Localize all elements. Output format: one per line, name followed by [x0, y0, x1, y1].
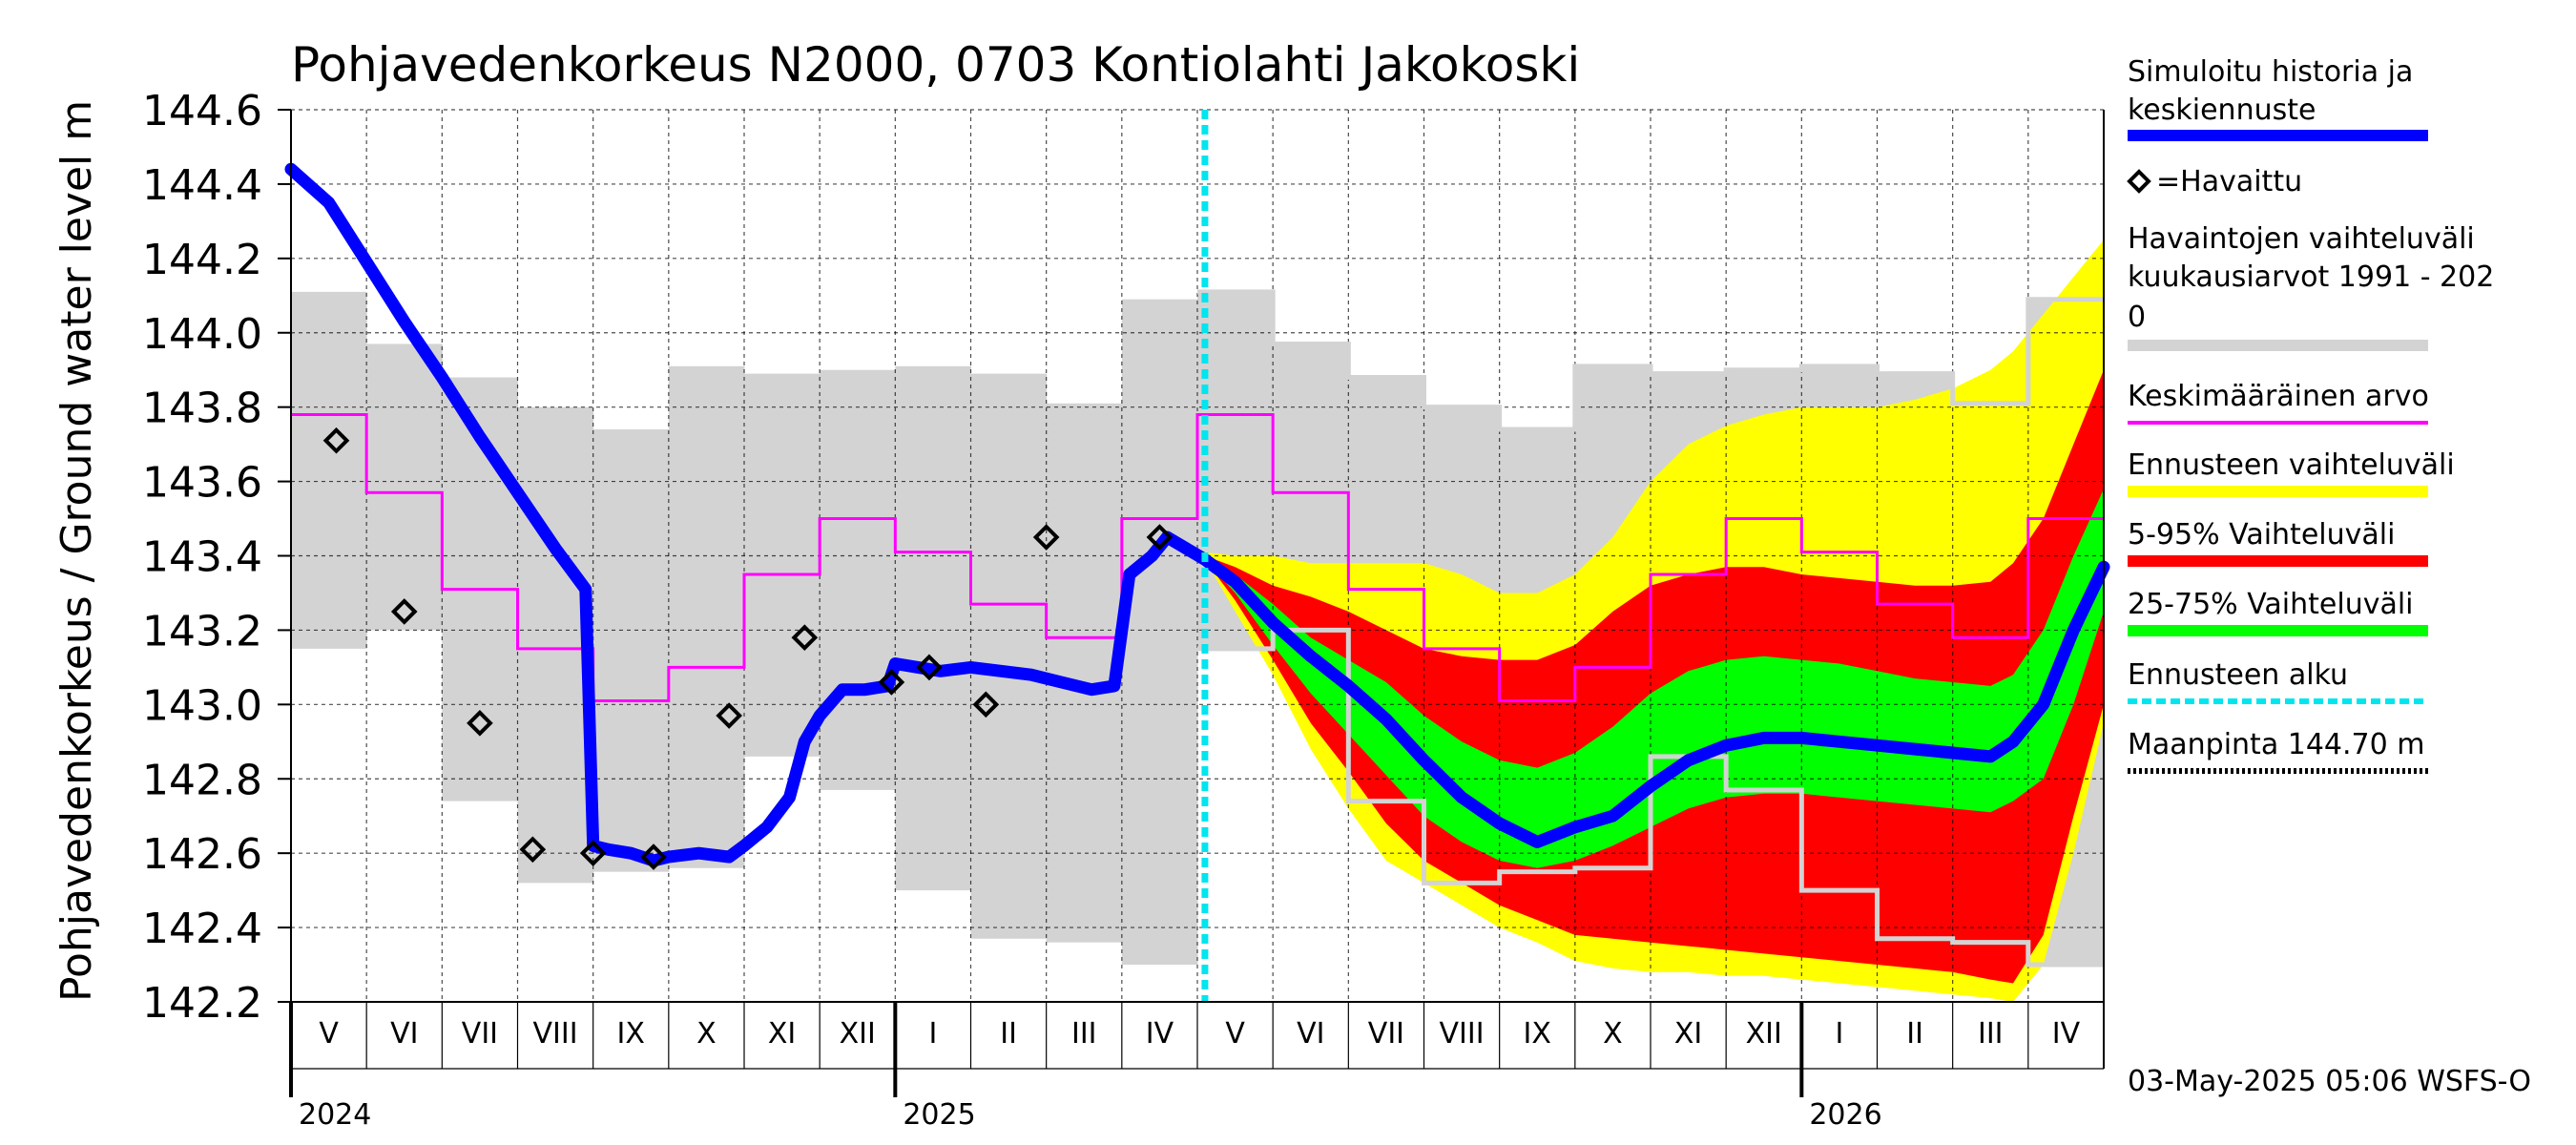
y-tick-label-7: 143.6	[142, 459, 262, 508]
month-label-20: I	[1835, 1017, 1843, 1051]
observed-point-12	[1146, 524, 1174, 551]
observed-point-7	[791, 624, 819, 652]
observed-point-4	[579, 840, 607, 866]
observed-point-11	[1032, 524, 1060, 551]
y-tick-label-10: 144.2	[142, 236, 262, 284]
year-label-1: 2025	[903, 1098, 975, 1132]
range-bar-5	[668, 365, 745, 868]
month-label-1: VI	[390, 1017, 418, 1051]
y-axis-label: Pohjavedenkorkeus / Ground water level m	[52, 100, 101, 1002]
month-label-8: I	[928, 1017, 937, 1051]
forecast-max-outline	[1197, 289, 2104, 432]
legend-label-2-0: Havaintojen vaihteluväli	[2128, 222, 2475, 256]
y-tick-label-8: 143.8	[142, 385, 262, 433]
range-bar-7	[820, 369, 896, 790]
legend-label-7-0: Ennusteen alku	[2128, 658, 2348, 692]
legend-label-6-0: 25-75% Vaihteluväli	[2128, 588, 2414, 621]
legend-label-1-0: =Havaittu	[2156, 165, 2302, 198]
range-bar-9	[970, 373, 1048, 939]
footer-timestamp: 03-May-2025 05:06 WSFS-O	[2128, 1065, 2531, 1098]
observed-point-8	[878, 669, 905, 696]
simulated-history-line	[284, 162, 1174, 867]
month-label-19: XII	[1746, 1017, 1782, 1051]
chart-title: Pohjavedenkorkeus N2000, 0703 Kontiolaht…	[291, 37, 1580, 93]
year-label-2: 2026	[1809, 1098, 1881, 1132]
y-tick-label-4: 143.0	[142, 681, 262, 730]
legend-label-3-0: Keskimääräinen arvo	[2128, 380, 2429, 413]
range-bar-3	[517, 406, 594, 884]
observed-point-1	[390, 598, 418, 625]
month-label-21: II	[1906, 1017, 1923, 1051]
month-label-13: VI	[1297, 1017, 1324, 1051]
month-label-23: IV	[2052, 1017, 2081, 1051]
y-tick-labels: 142.2 142.4 142.6 142.8 143.0 143.2 143.4 143.6…	[142, 87, 291, 1028]
observed-point-3	[519, 836, 547, 864]
legend-label-2-2: 0	[2128, 301, 2146, 334]
month-label-3: VIII	[533, 1017, 578, 1051]
month-label-10: III	[1071, 1017, 1097, 1051]
y-tick-label-12: 144.6	[142, 87, 262, 135]
legend-label-5-0: 5-95% Vaihteluväli	[2128, 518, 2395, 552]
year-label-0: 2024	[299, 1098, 371, 1132]
range-bar-6	[744, 373, 821, 757]
month-label-14: VII	[1368, 1017, 1404, 1051]
observed-point-10	[972, 691, 1000, 718]
legend-label-8-0: Maanpinta 144.70 m	[2128, 728, 2424, 761]
observed-point-9	[916, 654, 943, 681]
month-labels: V VI VII VIII IX X XI XII I II III IV V VI VII VIII IX X X…	[289, 1002, 2081, 1132]
month-label-6: XI	[768, 1017, 796, 1051]
legend-label-4-0: Ennusteen vaihteluväli	[2128, 448, 2455, 482]
legend-label-2-1: kuukausiarvot 1991 - 202	[2128, 260, 2494, 294]
month-label-7: XII	[840, 1017, 876, 1051]
month-label-11: IV	[1146, 1017, 1174, 1051]
observed-point-0	[322, 427, 350, 454]
range-bar-1	[366, 344, 443, 631]
observed-point-2	[467, 709, 493, 737]
month-label-4: IX	[617, 1017, 645, 1051]
y-tick-label-3: 142.8	[142, 756, 262, 804]
month-label-12: V	[1225, 1017, 1245, 1051]
month-label-9: II	[1000, 1017, 1017, 1051]
forecast-5-95-band	[1167, 369, 2104, 984]
legend: Simuloitu historia ja keskiennuste =Havait…	[2127, 55, 2494, 774]
legend-label-0-1: keskiennuste	[2128, 94, 2316, 127]
legend-swatch-1	[2127, 169, 2151, 194]
month-label-5: X	[696, 1017, 717, 1051]
forecast-25-75-band	[1167, 489, 2104, 868]
y-tick-label-6: 143.4	[142, 533, 262, 582]
observed-points	[322, 427, 1174, 870]
month-label-15: VIII	[1440, 1017, 1485, 1051]
range-bar-10	[1046, 403, 1123, 943]
month-label-22: III	[1978, 1017, 2004, 1051]
month-label-16: IX	[1524, 1017, 1551, 1051]
legend-label-0-0: Simuloitu historia ja	[2128, 55, 2413, 89]
y-tick-label-1: 142.4	[142, 905, 262, 953]
forecast-min-outline	[1197, 627, 2104, 968]
forecast-median-line	[1160, 531, 2110, 848]
range-bar-4	[592, 429, 670, 872]
month-label-17: X	[1603, 1017, 1623, 1051]
month-label-0: V	[319, 1017, 339, 1051]
y-tick-label-11: 144.4	[142, 161, 262, 210]
observed-point-5	[640, 843, 667, 870]
month-label-18: XI	[1674, 1017, 1702, 1051]
month-label-2: VII	[462, 1017, 498, 1051]
observed-point-6	[716, 702, 742, 729]
range-bar-8	[895, 365, 971, 891]
simulated-line	[284, 110, 2110, 1002]
range-bar-11	[1121, 299, 1198, 966]
y-tick-label-2: 142.6	[142, 830, 262, 879]
range-bar-0	[291, 291, 367, 649]
y-tick-label-0: 142.2	[142, 979, 262, 1028]
y-tick-label-5: 143.2	[142, 607, 262, 656]
y-tick-label-9: 144.0	[142, 310, 262, 359]
forecast-bands	[1167, 239, 2104, 1002]
